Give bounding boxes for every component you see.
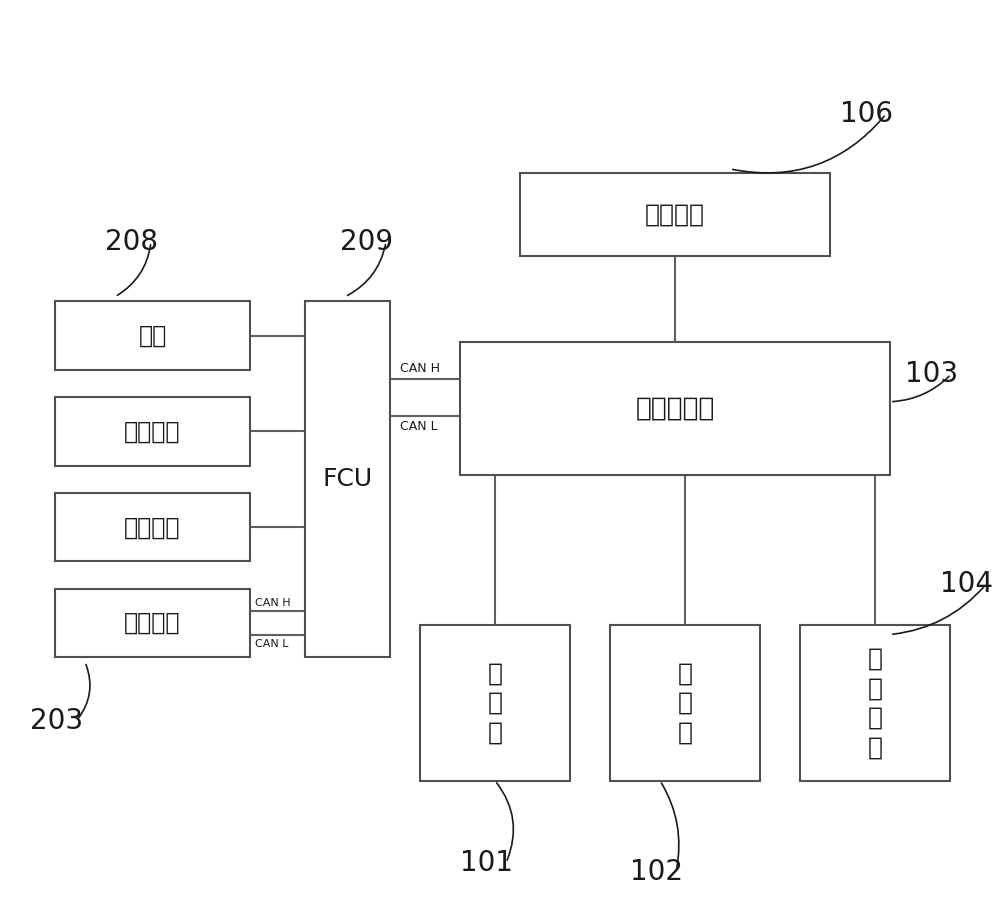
Bar xyxy=(55,493,250,561)
Bar xyxy=(800,625,950,781)
Text: 加
注
水
泵: 加 注 水 泵 xyxy=(868,646,883,760)
Text: 208: 208 xyxy=(105,228,158,256)
Bar xyxy=(520,173,830,256)
Text: 流
量
计: 流 量 计 xyxy=(677,661,692,745)
FancyArrowPatch shape xyxy=(117,245,151,295)
Text: 101: 101 xyxy=(460,849,513,876)
Text: 出堆水压: 出堆水压 xyxy=(124,515,181,540)
Text: 104: 104 xyxy=(940,571,993,598)
FancyArrowPatch shape xyxy=(347,245,385,296)
Text: CAN H: CAN H xyxy=(255,598,291,608)
Text: 103: 103 xyxy=(905,361,958,388)
Text: CAN H: CAN H xyxy=(400,362,440,375)
Bar xyxy=(55,397,250,466)
Bar xyxy=(460,342,890,475)
Text: 车载水泵: 车载水泵 xyxy=(124,611,181,635)
Text: 106: 106 xyxy=(840,100,893,128)
Text: FCU: FCU xyxy=(322,467,373,491)
Text: 液位: 液位 xyxy=(138,323,167,348)
Text: 203: 203 xyxy=(30,708,83,735)
Text: 加注控制器: 加注控制器 xyxy=(635,395,715,422)
Text: CAN L: CAN L xyxy=(255,639,288,648)
Text: 显示面板: 显示面板 xyxy=(645,203,705,226)
Bar xyxy=(55,301,250,370)
Text: 电
磁
阀: 电 磁 阀 xyxy=(488,661,503,745)
Bar xyxy=(420,625,570,781)
Bar xyxy=(55,589,250,657)
Text: 209: 209 xyxy=(340,228,393,256)
FancyArrowPatch shape xyxy=(78,665,90,719)
FancyArrowPatch shape xyxy=(497,782,513,860)
FancyArrowPatch shape xyxy=(661,783,679,869)
Text: CAN L: CAN L xyxy=(400,421,438,434)
FancyArrowPatch shape xyxy=(893,376,949,402)
Bar xyxy=(305,301,390,657)
Bar xyxy=(610,625,760,781)
FancyArrowPatch shape xyxy=(893,586,984,635)
Text: 进堆水压: 进堆水压 xyxy=(124,419,181,444)
Text: 102: 102 xyxy=(630,858,683,886)
FancyArrowPatch shape xyxy=(733,116,884,173)
